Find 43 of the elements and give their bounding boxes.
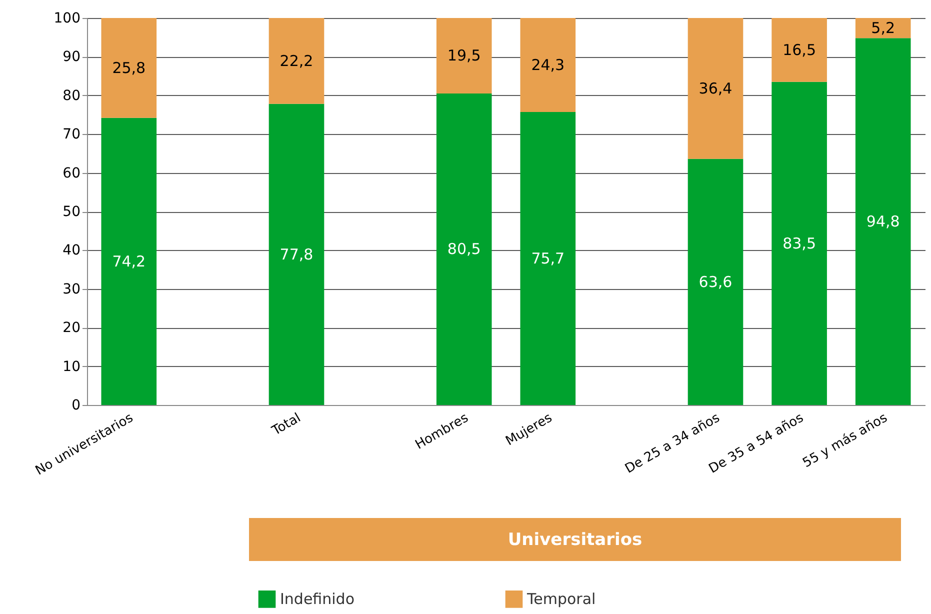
bar xyxy=(436,18,492,94)
bar xyxy=(520,112,576,405)
y-tick-label: 10 xyxy=(62,358,80,375)
y-tick-label: 60 xyxy=(62,165,80,182)
y-tick-label: 20 xyxy=(62,320,80,336)
bar xyxy=(101,18,157,118)
bar xyxy=(520,18,576,112)
legend-label: Indefinido xyxy=(280,590,355,608)
data-label: 74,2 xyxy=(112,252,146,270)
bar xyxy=(772,82,827,405)
data-label: 22,2 xyxy=(280,52,314,70)
y-tick-label: 80 xyxy=(62,88,80,104)
y-tick-label: 90 xyxy=(62,49,80,66)
data-label: 24,3 xyxy=(531,56,565,74)
x-tick-label: Total xyxy=(268,410,304,440)
data-label: 16,5 xyxy=(782,40,816,59)
data-label: 83,5 xyxy=(782,234,816,252)
bar xyxy=(436,93,492,405)
bar xyxy=(855,38,911,405)
bar xyxy=(688,158,744,405)
data-label: 80,5 xyxy=(447,240,481,258)
bar xyxy=(268,104,324,405)
bar xyxy=(772,18,827,82)
data-label: 19,5 xyxy=(447,46,481,65)
legend-label: Temporal xyxy=(526,590,596,608)
bar xyxy=(101,118,157,405)
bar xyxy=(855,18,911,38)
y-tick-label: 70 xyxy=(62,126,80,143)
bar xyxy=(688,18,744,159)
data-label: 25,8 xyxy=(112,58,146,77)
bar xyxy=(268,18,324,104)
y-tick-label: 0 xyxy=(72,398,80,414)
y-tick-label: 30 xyxy=(62,281,80,298)
y-tick-label: 40 xyxy=(62,242,80,259)
data-label: 36,4 xyxy=(698,79,732,98)
y-tick-label: 50 xyxy=(62,204,80,220)
data-label: 63,6 xyxy=(698,272,732,291)
data-label: 75,7 xyxy=(531,250,565,268)
text: Universitarios xyxy=(249,518,901,561)
y-tick-label: 100 xyxy=(54,10,80,26)
data-label: 5,2 xyxy=(871,19,896,38)
data-label: 94,8 xyxy=(866,212,900,231)
data-label: 77,8 xyxy=(280,245,314,264)
